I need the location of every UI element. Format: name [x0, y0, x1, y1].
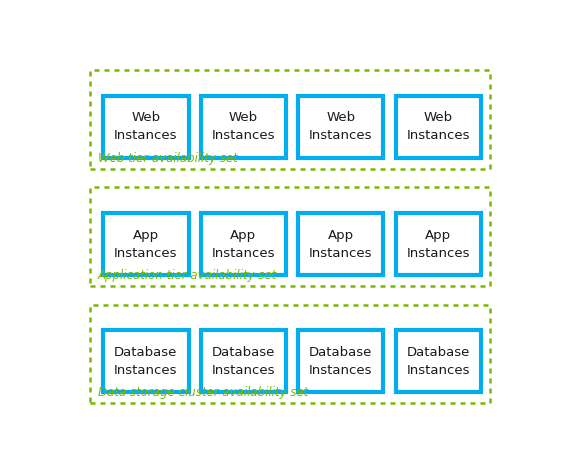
Bar — [201, 213, 286, 275]
Text: App
Instances: App Instances — [407, 228, 470, 259]
Text: Application tier availability set: Application tier availability set — [98, 269, 277, 282]
Text: Database
Instances: Database Instances — [309, 346, 373, 377]
Bar — [298, 213, 384, 275]
Bar — [103, 96, 188, 158]
Bar — [201, 330, 286, 393]
Text: Database
Instances: Database Instances — [407, 346, 470, 377]
Text: Data storage cluster availability set: Data storage cluster availability set — [98, 386, 309, 399]
Text: App
Instances: App Instances — [114, 228, 178, 259]
Text: Web
Instances: Web Instances — [114, 111, 178, 142]
Bar — [396, 96, 481, 158]
Text: Database
Instances: Database Instances — [114, 346, 178, 377]
Bar — [103, 330, 188, 393]
Bar — [201, 96, 286, 158]
Text: Web
Instances: Web Instances — [309, 111, 373, 142]
Text: App
Instances: App Instances — [212, 228, 275, 259]
Text: Database
Instances: Database Instances — [212, 346, 275, 377]
Bar — [298, 96, 384, 158]
Bar — [103, 213, 188, 275]
Text: Web
Instances: Web Instances — [407, 111, 470, 142]
Bar — [298, 330, 384, 393]
Bar — [90, 187, 490, 286]
Bar — [396, 330, 481, 393]
Text: App
Instances: App Instances — [309, 228, 373, 259]
Bar — [90, 305, 490, 404]
Bar — [396, 213, 481, 275]
Text: Web tier availability set: Web tier availability set — [98, 151, 238, 165]
Text: Web
Instances: Web Instances — [212, 111, 275, 142]
Bar — [90, 70, 490, 169]
